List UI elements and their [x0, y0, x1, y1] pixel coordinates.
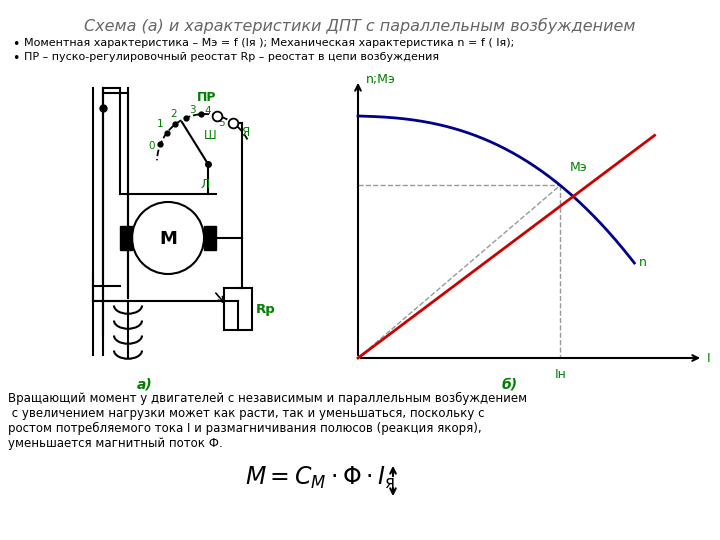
Text: 1: 1 — [156, 119, 163, 129]
Text: •: • — [12, 52, 19, 65]
Text: 3: 3 — [189, 105, 196, 115]
Text: $M = C_M \cdot \Phi \cdot I_{\rm я}$: $M = C_M \cdot \Phi \cdot I_{\rm я}$ — [245, 465, 395, 491]
Text: с увеличением нагрузки может как расти, так и уменьшаться, поскольку с: с увеличением нагрузки может как расти, … — [8, 407, 485, 420]
Text: 0: 0 — [148, 141, 155, 151]
Text: Iн: Iн — [554, 368, 566, 381]
Text: n: n — [639, 256, 647, 269]
Text: n;Мэ: n;Мэ — [366, 73, 396, 86]
Text: Моментная характеристика – Мэ = f (Iя ); Механическая характеристика n = f ( Iя): Моментная характеристика – Мэ = f (Iя );… — [24, 38, 514, 48]
Bar — [204, 226, 216, 250]
Text: ПР – пуско-регулировочный реостат Rp – реостат в цепи возбуждения: ПР – пуско-регулировочный реостат Rp – р… — [24, 52, 439, 62]
Text: Ш: Ш — [204, 129, 217, 141]
Text: М: М — [159, 230, 177, 248]
Text: Вращающий момент у двигателей с независимым и параллельным возбуждением: Вращающий момент у двигателей с независи… — [8, 392, 527, 405]
Text: уменьшается магнитный поток Ф.: уменьшается магнитный поток Ф. — [8, 437, 222, 450]
Text: а): а) — [137, 378, 153, 392]
Text: 5: 5 — [218, 118, 225, 127]
Bar — [120, 226, 132, 250]
Text: I: I — [707, 352, 711, 365]
Text: 2: 2 — [170, 109, 177, 119]
Bar — [224, 288, 252, 330]
Text: Я: Я — [241, 126, 250, 139]
Text: Схема (а) и характеристики ДПТ с параллельным возбуждением: Схема (а) и характеристики ДПТ с паралле… — [84, 18, 636, 34]
Text: Rp: Rp — [256, 302, 276, 315]
Text: •: • — [12, 38, 19, 51]
Text: ростом потребляемого тока I и размагничивания полюсов (реакция якоря),: ростом потребляемого тока I и размагничи… — [8, 422, 482, 435]
Text: б): б) — [502, 378, 518, 392]
Text: ПР: ПР — [197, 91, 217, 104]
Text: Мэ: Мэ — [570, 161, 588, 174]
Text: Л: Л — [200, 178, 210, 191]
Text: 4: 4 — [204, 106, 211, 116]
